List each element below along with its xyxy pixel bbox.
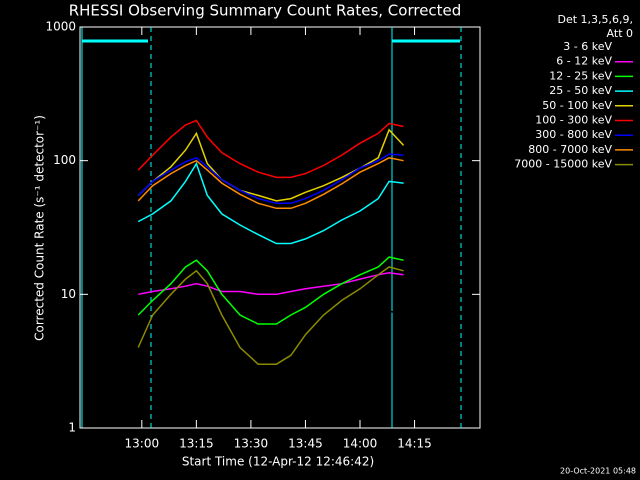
x-tick-label: 13:15 xyxy=(179,437,214,451)
footer: 20-Oct-2021 05:48 xyxy=(560,467,636,476)
x-axis-label: Start Time (12-Apr-12 12:46:42) xyxy=(182,455,374,469)
series-line xyxy=(137,306,404,376)
legend-title: Det 1,3,5,6,9, xyxy=(557,13,633,26)
legend-label: 12 - 25 keV xyxy=(549,69,612,82)
legend-label: 50 - 100 keV xyxy=(542,99,612,112)
x-tick-label: 13:00 xyxy=(125,437,160,451)
series-line xyxy=(137,153,404,205)
observing-markers xyxy=(81,27,462,428)
x-tick-label: 13:30 xyxy=(234,437,269,451)
series-line xyxy=(137,119,404,179)
x-tick-label: 13:45 xyxy=(288,437,323,451)
chart-title: RHESSI Observing Summary Count Rates, Co… xyxy=(69,2,462,20)
legend-title: Att 0 xyxy=(607,27,633,40)
series-line xyxy=(137,157,404,210)
legend-label: 100 - 300 keV xyxy=(535,114,612,127)
series-line xyxy=(138,272,404,296)
legend-label: 3 - 6 keV xyxy=(563,40,612,53)
legend-label: 300 - 800 keV xyxy=(535,128,612,141)
series-line xyxy=(137,161,404,245)
x-tick-label: 14:00 xyxy=(343,437,378,451)
legend-label: 800 - 7000 keV xyxy=(528,143,612,156)
series-line xyxy=(137,256,404,325)
legend-label: 25 - 50 keV xyxy=(549,84,612,97)
legend-label: 6 - 12 keV xyxy=(556,55,612,68)
y-tick-label: 10 xyxy=(61,287,76,301)
series-line xyxy=(137,266,404,365)
y-tick-label: 1000 xyxy=(45,20,76,34)
y-tick-label: 100 xyxy=(53,153,76,167)
y-axis-label: Corrected Count Rate (s⁻¹ detector⁻¹) xyxy=(33,115,47,341)
y-tick-label: 1 xyxy=(68,421,76,435)
x-tick-label: 14:15 xyxy=(397,437,432,451)
legend-label: 7000 - 15000 keV xyxy=(514,158,612,171)
plot-frame xyxy=(79,26,481,429)
